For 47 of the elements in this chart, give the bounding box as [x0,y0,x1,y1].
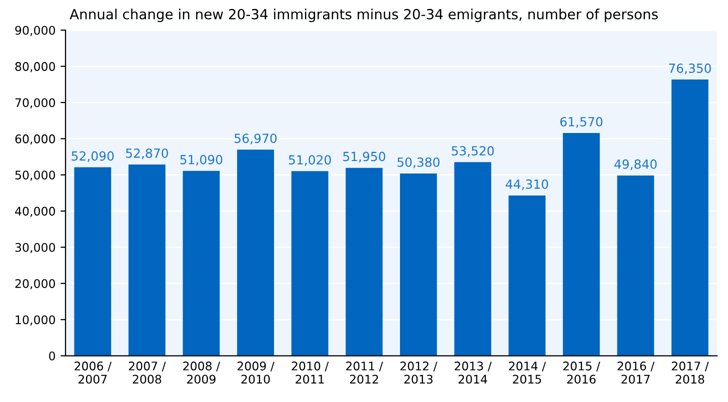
x-tick-label: 2014 / 2015 [509,362,546,384]
x-tick-label: 2010 / 2011 [292,362,329,384]
y-tick-label: 90,000 [15,26,56,36]
data-label: 44,310 [506,179,548,190]
y-tick-label: 40,000 [15,206,56,217]
data-label: 51,020 [288,155,331,166]
x-tick-label: 2008 / 2009 [183,362,220,384]
y-tick-label: 70,000 [15,98,56,108]
chart-subtitle: Annual change in new 20-34 immigrants minus 20-34 emigrants, number of persons [70,8,658,22]
data-label: 76,350 [669,63,711,74]
data-label: 51,090 [180,154,222,166]
bar [454,162,492,356]
bar [346,168,383,356]
bar [671,80,708,356]
x-tick-label: 2013 / 2014 [454,362,492,384]
x-tick-label: 2017 / 2018 [672,362,709,384]
x-tick-label: 2009 / 2010 [238,362,274,384]
y-tick-label: 10,000 [16,315,56,326]
x-tick-label: 2007 / 2008 [128,362,166,384]
bar [562,133,600,356]
data-label: 56,970 [234,134,277,144]
y-tick-label: 30,000 [15,242,56,254]
data-label: 51,950 [343,152,386,162]
x-tick-label: 2012 / 2013 [400,362,438,384]
x-tick-label: 2015 / 2016 [563,362,600,384]
data-label: 49,840 [614,159,657,170]
y-tick-label: 50,000 [15,170,56,181]
bar [128,164,166,356]
data-label: 61,570 [560,116,602,128]
bar [182,170,220,356]
bar [400,173,437,356]
data-label: 52,090 [72,151,114,162]
bar [617,175,654,356]
bar [74,167,112,356]
x-tick-label: 2011 / 2012 [346,362,384,384]
data-label: 52,870 [126,148,168,160]
bar [508,195,546,356]
data-label: 50,380 [398,157,440,168]
y-tick-label: 20,000 [15,279,56,290]
data-label: 53,520 [452,146,494,157]
y-tick-label: 60,000 [15,134,56,145]
x-tick-label: 2016 / 2017 [618,362,655,384]
y-tick-label: 0 [49,351,56,360]
bar [291,171,328,356]
x-tick-label: 2006 / 2007 [74,362,112,384]
y-tick-label: 80,000 [15,62,56,72]
bar [237,150,274,356]
